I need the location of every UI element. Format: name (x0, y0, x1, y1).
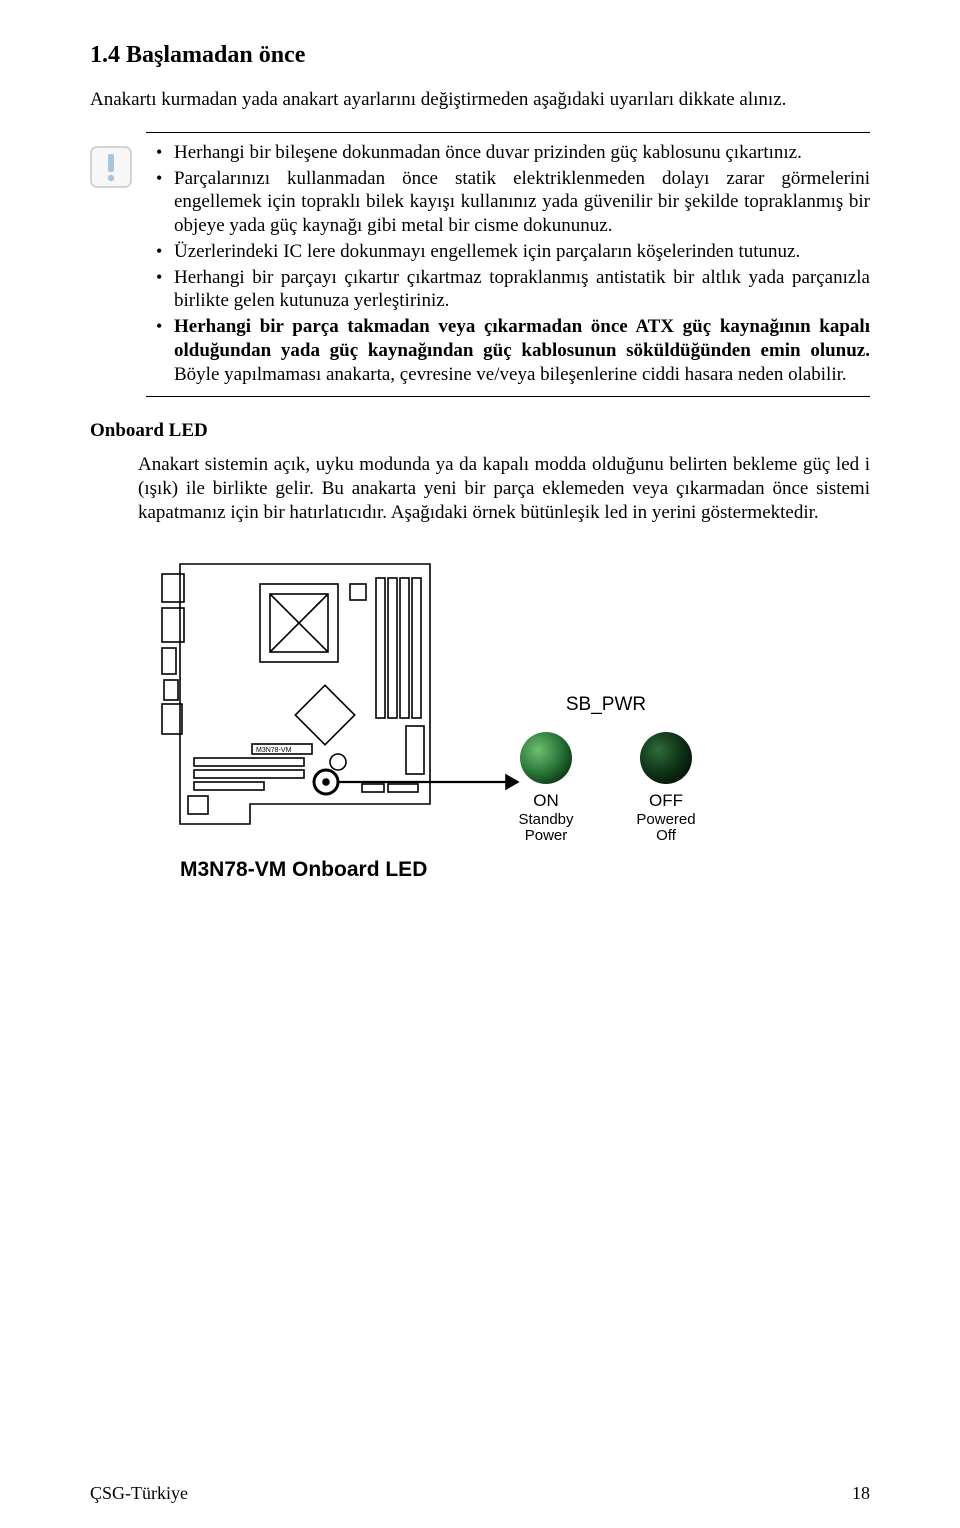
warning-content: Herhangi bir bileşene dokunmadan önce du… (146, 132, 870, 398)
on-sub1-svg: Standby (518, 811, 574, 828)
intro-paragraph: Anakartı kurmadan yada anakart ayarların… (90, 88, 870, 112)
section-number: 1.4 (90, 42, 120, 68)
warning-item: Herhangi bir parça takmadan veya çıkarma… (146, 315, 870, 386)
warning-text: Böyle yapılmaması anakarta, çevresine ve… (174, 364, 847, 385)
board-label-svg: M3N78-VM (256, 747, 292, 754)
onboard-led-paragraph: Anakart sistemin açık, uyku modunda ya d… (138, 453, 870, 524)
warning-item: Herhangi bir parçayı çıkartır çıkartmaz … (146, 266, 870, 314)
warning-item: Herhangi bir bileşene dokunmadan önce du… (146, 141, 870, 165)
warning-text: Parçalarınızı kullanmadan önce statik el… (174, 168, 870, 237)
section-title-text: Başlamadan önce (126, 42, 305, 68)
sb-pwr-label-svg: SB_PWR (566, 694, 646, 715)
warning-item: Üzerlerindeki IC lere dokunmayı engellem… (146, 240, 870, 264)
off-label-svg: OFF (649, 791, 683, 810)
warning-text: Herhangi bir parçayı çıkartır çıkartmaz … (174, 267, 870, 312)
warning-item: Parçalarınızı kullanmadan önce statik el… (146, 167, 870, 238)
onboard-led-diagram: M3N78-VM SB_PWR ON Standby Power OFF Pow… (150, 544, 870, 911)
on-sub2-svg: Power (525, 827, 568, 844)
warning-icon (90, 146, 132, 188)
page-footer: ÇSG-Türkiye 18 (90, 1482, 870, 1505)
on-label-svg: ON (533, 791, 559, 810)
warning-box: Herhangi bir bileşene dokunmadan önce du… (90, 132, 870, 398)
footer-page-number: 18 (852, 1482, 870, 1505)
footer-left: ÇSG-Türkiye (90, 1482, 188, 1505)
warning-text: Üzerlerindeki IC lere dokunmayı engellem… (174, 241, 800, 262)
warning-text-bold: Herhangi bir parça takmadan veya çıkarma… (174, 316, 870, 361)
off-sub2-svg: Off (656, 827, 677, 844)
onboard-led-heading: Onboard LED (90, 419, 870, 443)
diagram-caption-svg: M3N78-VM Onboard LED (180, 858, 427, 881)
section-title: 1.4 Başlamadan önce (90, 40, 870, 70)
motherboard-svg (162, 564, 518, 824)
warning-text: Herhangi bir bileşene dokunmadan önce du… (174, 142, 802, 163)
off-sub1-svg: Powered (636, 811, 695, 828)
